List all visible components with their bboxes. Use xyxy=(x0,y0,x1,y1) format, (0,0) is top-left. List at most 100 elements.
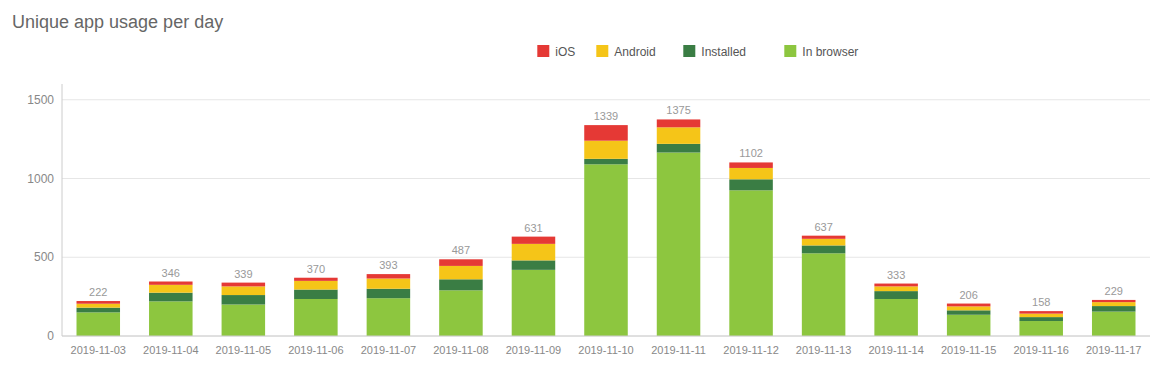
legend-swatch xyxy=(683,45,695,57)
x-tick-label: 2019-11-15 xyxy=(941,344,996,356)
x-axis-line xyxy=(62,336,1150,337)
legend-label: iOS xyxy=(555,45,575,59)
bar-segment xyxy=(149,282,193,285)
bar-segment xyxy=(439,259,483,266)
legend-swatch xyxy=(537,45,549,57)
total-label: 222 xyxy=(89,286,107,298)
total-label: 487 xyxy=(452,244,470,256)
x-tick-label: 2019-11-04 xyxy=(143,344,198,356)
page: {"chart_data": {"type": "bar", "stacked"… xyxy=(0,0,1165,380)
bar-segment xyxy=(222,305,266,337)
bar-segment xyxy=(367,274,411,278)
grid-line xyxy=(62,99,1150,100)
x-tick-label: 2019-11-03 xyxy=(71,344,126,356)
y-tick-label: 500 xyxy=(34,250,54,264)
bar-segment xyxy=(222,286,266,295)
bar-segment xyxy=(77,308,121,313)
bar-segment xyxy=(294,290,338,299)
bar-segment xyxy=(149,285,193,293)
x-tick-label: 2019-11-09 xyxy=(506,344,561,356)
total-label: 229 xyxy=(1105,285,1123,297)
bar-segment xyxy=(874,291,918,299)
bar-segment xyxy=(222,283,266,287)
bar-segment xyxy=(947,306,991,310)
bar-segment xyxy=(149,293,193,302)
bar-segment xyxy=(802,239,846,246)
x-tick-label: 2019-11-05 xyxy=(216,344,271,356)
bar-segment xyxy=(512,237,556,244)
bar-segment xyxy=(729,179,773,190)
bar-segment xyxy=(657,119,701,127)
total-label: 1375 xyxy=(666,104,690,116)
bar-segment xyxy=(512,260,556,269)
bar-segment xyxy=(1019,314,1063,317)
bar-segment xyxy=(584,159,628,165)
bar-segment xyxy=(729,190,773,336)
bar-segment xyxy=(657,144,701,153)
bar-segment xyxy=(149,301,193,336)
bar-segment xyxy=(294,299,338,336)
bar-segment xyxy=(77,304,121,308)
x-tick-label: 2019-11-06 xyxy=(288,344,343,356)
bar-segment xyxy=(802,245,846,253)
bar-segment xyxy=(1092,306,1136,312)
total-label: 1102 xyxy=(739,147,763,159)
bar-segment xyxy=(802,236,846,239)
chart-title: Unique app usage per day xyxy=(12,12,223,32)
bar-segment xyxy=(1092,312,1136,336)
total-label: 339 xyxy=(234,268,252,280)
x-tick-label: 2019-11-12 xyxy=(723,344,778,356)
bar-segment xyxy=(657,153,701,336)
x-tick-label: 2019-11-17 xyxy=(1086,344,1141,356)
chart-svg: 0500100015002223463393703934876311339137… xyxy=(0,0,1165,380)
y-tick-label: 1500 xyxy=(27,93,54,107)
bar-segment xyxy=(947,310,991,314)
bar-segment xyxy=(222,295,266,304)
bar-segment xyxy=(874,299,918,336)
total-label: 346 xyxy=(162,267,180,279)
legend-label: Android xyxy=(614,45,655,59)
total-label: 333 xyxy=(887,269,905,281)
total-label: 370 xyxy=(307,263,325,275)
bar-segment xyxy=(294,278,338,281)
y-axis-line xyxy=(62,84,63,336)
bar-segment xyxy=(874,284,918,287)
bar-segment xyxy=(367,289,411,298)
bar-segment xyxy=(1019,321,1063,336)
bar-segment xyxy=(77,312,121,336)
x-tick-label: 2019-11-10 xyxy=(578,344,633,356)
bar-segment xyxy=(367,298,411,336)
bar-segment xyxy=(439,279,483,290)
x-tick-label: 2019-11-11 xyxy=(651,344,706,356)
bar-segment xyxy=(1092,302,1136,306)
bar-segment xyxy=(512,270,556,336)
bar-segment xyxy=(584,164,628,336)
bar-segment xyxy=(1019,311,1063,314)
x-tick-label: 2019-11-16 xyxy=(1013,344,1068,356)
bar-segment xyxy=(439,266,483,279)
chart-container: 0500100015002223463393703934876311339137… xyxy=(0,0,1165,380)
grid-line xyxy=(62,336,1150,337)
bar-segment xyxy=(1019,317,1063,321)
bar-segment xyxy=(439,290,483,336)
bar-segment xyxy=(77,301,121,304)
bar-segment xyxy=(512,244,556,261)
total-label: 158 xyxy=(1032,296,1050,308)
bar-segment xyxy=(802,253,846,336)
bar-segment xyxy=(657,127,701,144)
bar-segment xyxy=(294,281,338,290)
legend-swatch xyxy=(596,45,608,57)
bar-segment xyxy=(947,315,991,336)
legend: iOSAndroidInstalledIn browser xyxy=(537,45,858,59)
bars xyxy=(77,119,1136,336)
x-tick-label: 2019-11-08 xyxy=(433,344,488,356)
total-label: 206 xyxy=(959,289,977,301)
total-label: 393 xyxy=(379,259,397,271)
legend-swatch xyxy=(784,45,796,57)
bar-segment xyxy=(729,168,773,179)
bar-segment xyxy=(874,286,918,291)
total-label: 637 xyxy=(814,221,832,233)
total-label: 631 xyxy=(524,222,542,234)
total-label: 1339 xyxy=(594,110,618,122)
bar-segment xyxy=(584,125,628,141)
